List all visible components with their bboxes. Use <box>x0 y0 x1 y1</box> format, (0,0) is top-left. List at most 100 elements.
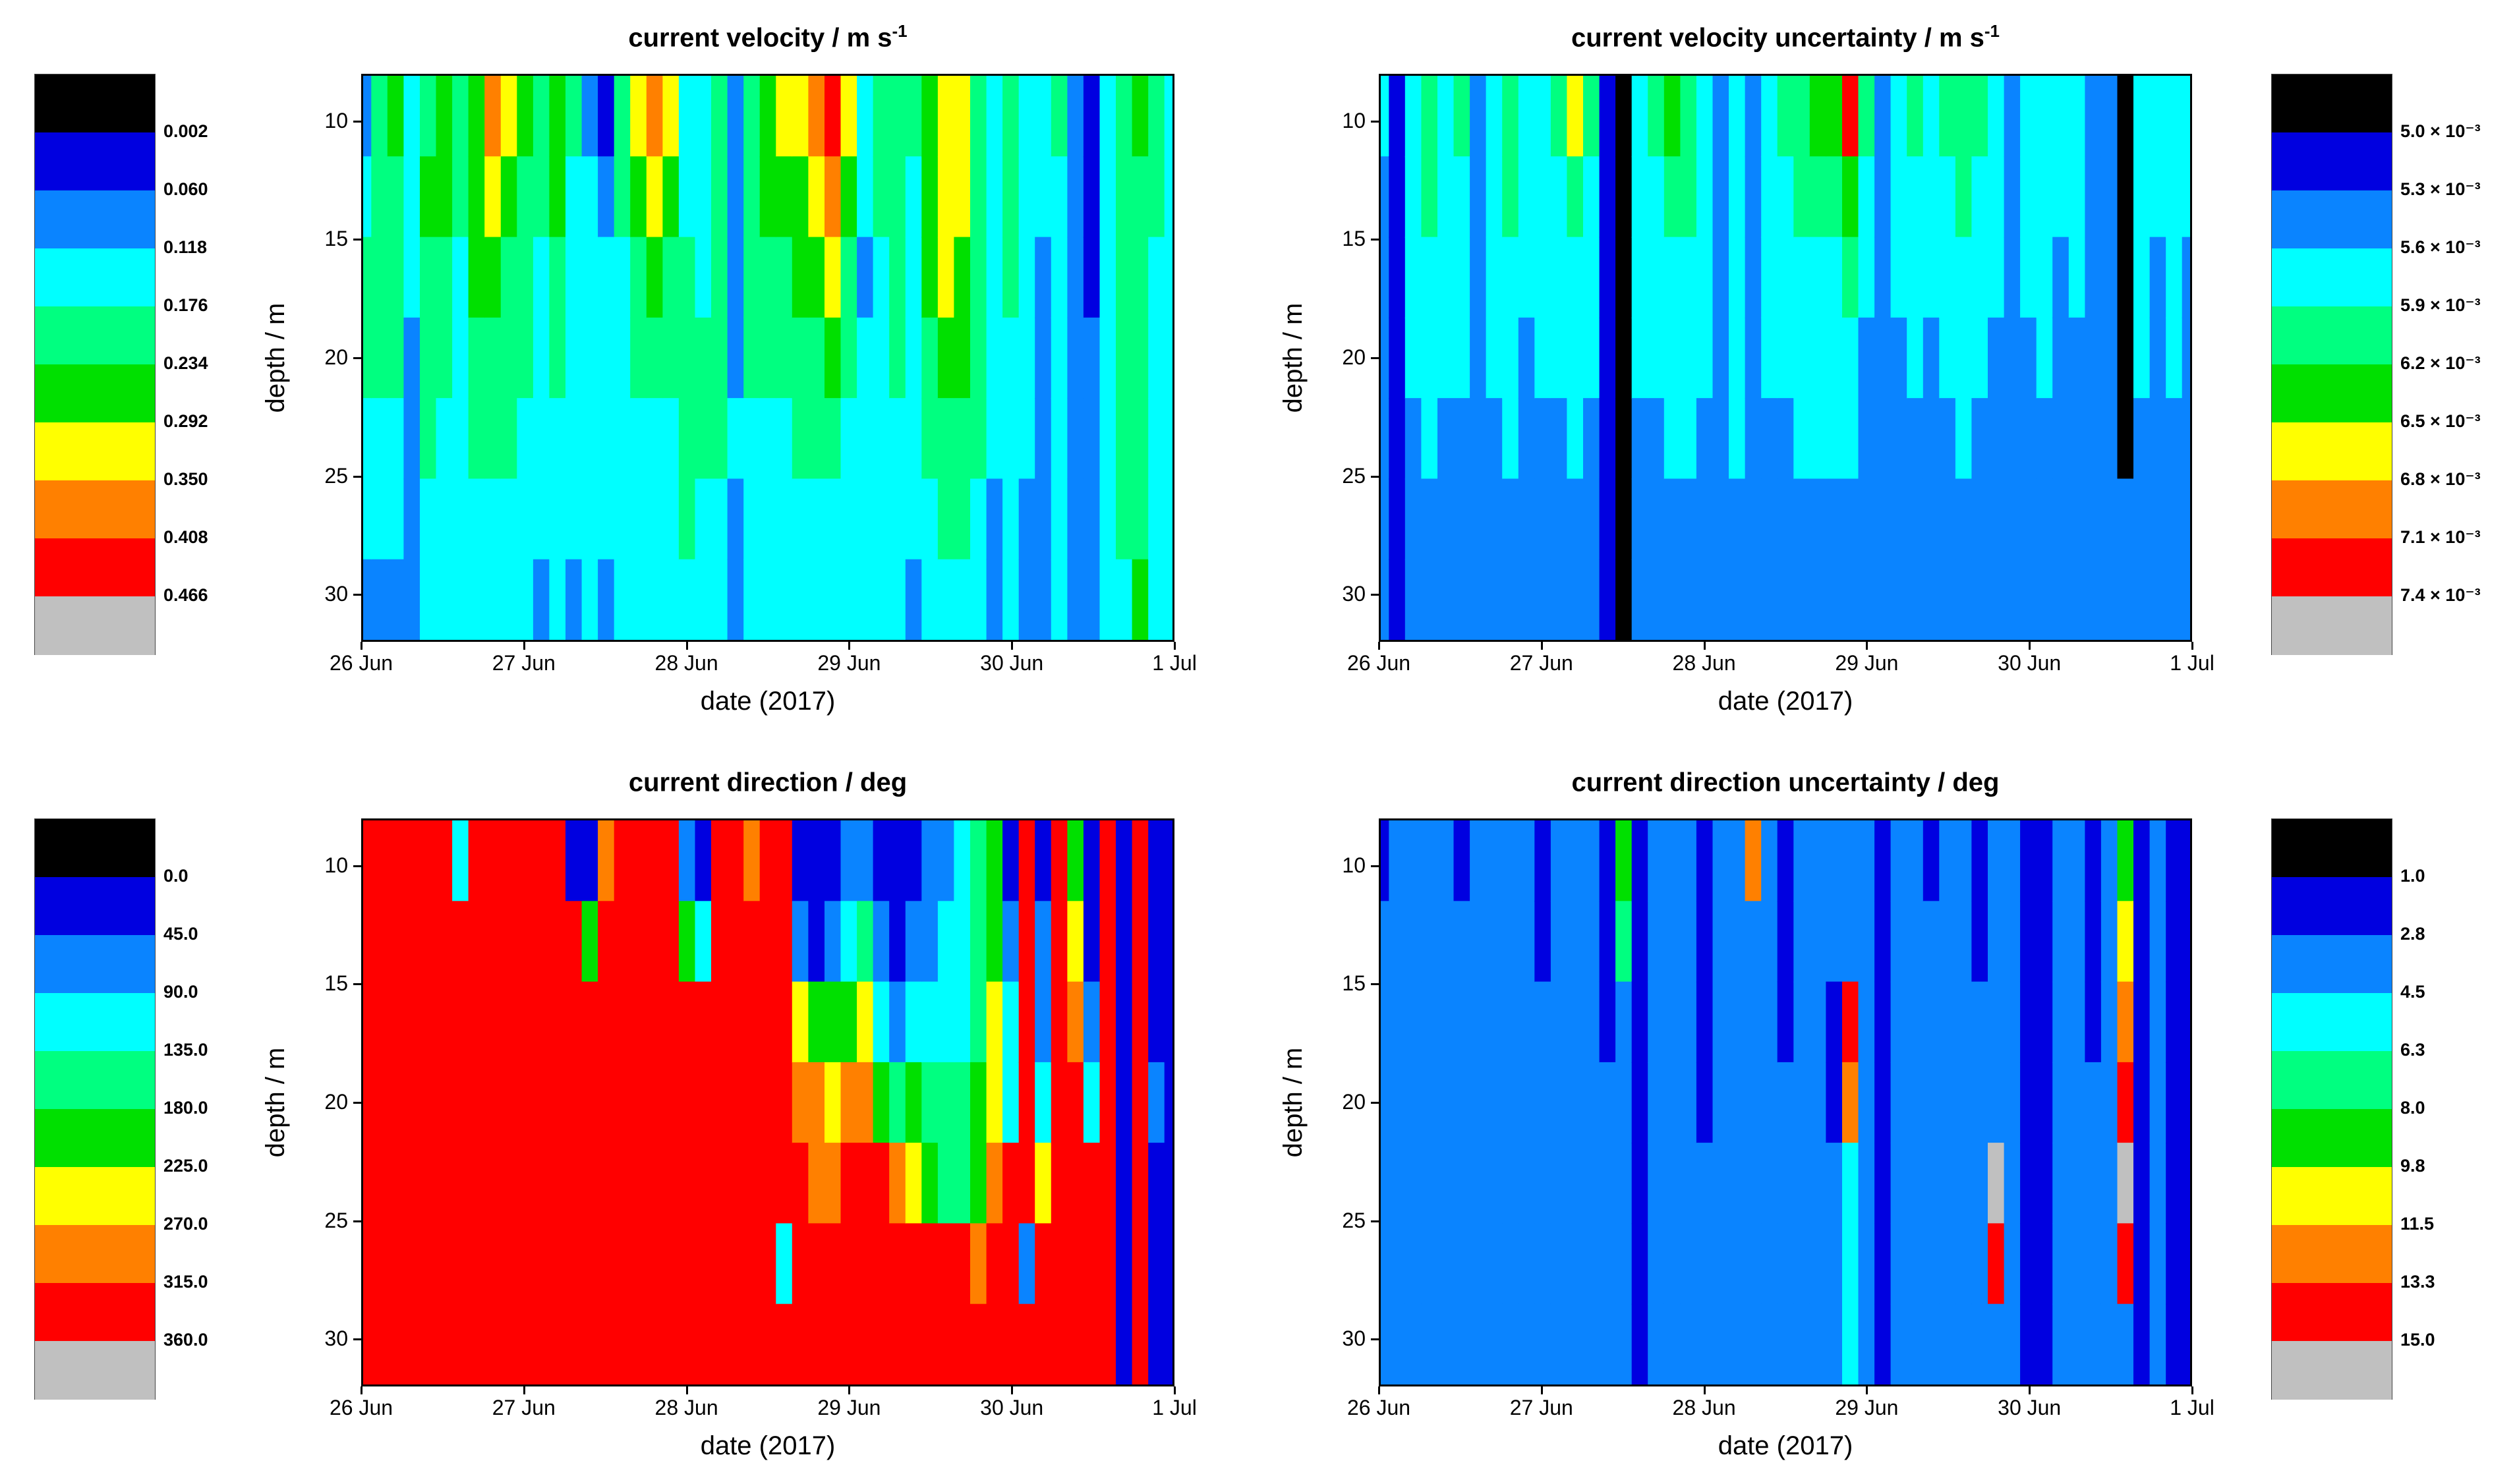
heatmap-cell <box>1745 1062 1762 1144</box>
heatmap-cell <box>1083 317 1101 399</box>
heatmap-cell <box>1550 559 1568 640</box>
heatmap-cell <box>1809 76 1827 157</box>
heatmap-cell <box>1518 820 1536 902</box>
heatmap-cell <box>1842 820 1859 902</box>
heatmap-cell <box>776 1223 793 1305</box>
heatmap-cell <box>1664 981 1681 1063</box>
colorbar-swatch <box>35 1051 155 1110</box>
heatmap-cell <box>500 1143 518 1224</box>
heatmap-cell <box>1793 1143 1810 1224</box>
heatmap-cell <box>2100 317 2118 399</box>
heatmap-cell <box>1761 1223 1778 1305</box>
heatmap-cell <box>759 1303 777 1384</box>
colorbar-label: 0.350 <box>163 469 208 489</box>
heatmap-cell <box>970 156 987 238</box>
heatmap-cell <box>2133 1062 2151 1144</box>
heatmap-cell <box>2036 1143 2054 1224</box>
heatmap-cell <box>1067 1303 1084 1384</box>
heatmap-cell <box>1567 1303 1584 1384</box>
heatmap-cell <box>363 820 372 902</box>
heatmap-cell <box>986 76 1004 157</box>
heatmap-cell <box>1648 1143 1665 1224</box>
heatmap-cell <box>363 76 372 157</box>
heatmap-cell <box>2004 317 2021 399</box>
heatmap-cell <box>921 981 939 1063</box>
heatmap-cell <box>403 398 420 480</box>
heatmap-cell <box>403 1062 420 1144</box>
heatmap-cell <box>776 820 793 902</box>
x-tick-mark <box>1703 642 1706 650</box>
heatmap-cell <box>517 156 534 238</box>
heatmap-cell <box>2166 1303 2183 1384</box>
colorbar-label: 5.0 × 10⁻³ <box>2400 121 2481 141</box>
x-axis-label: date (2017) <box>700 1431 836 1460</box>
heatmap-cell <box>1745 981 1762 1063</box>
heatmap-cell <box>759 901 777 983</box>
heatmap-cell <box>500 1223 518 1305</box>
heatmap-cell <box>1148 156 1165 238</box>
heatmap-cell <box>420 1303 437 1384</box>
heatmap-cell <box>1939 398 1956 480</box>
chart-title-text: current velocity uncertainty / m s <box>1571 23 1984 53</box>
heatmap-cell <box>1842 76 1859 157</box>
heatmap-cell <box>1631 398 1649 480</box>
heatmap-cell <box>2149 317 2167 399</box>
heatmap-cell <box>825 981 842 1063</box>
heatmap-cell <box>2085 1223 2102 1305</box>
heatmap-cell <box>517 820 534 902</box>
heatmap-cell <box>970 317 987 399</box>
heatmap-cell <box>921 559 939 640</box>
y-tick-label: 30 <box>324 1327 348 1351</box>
heatmap-cell <box>695 156 712 238</box>
heatmap-cell <box>1035 478 1052 560</box>
heatmap-cell <box>1988 559 2005 640</box>
heatmap-cell <box>1083 478 1101 560</box>
heatmap-cell <box>792 1143 809 1224</box>
heatmap-cell <box>1486 1303 1503 1384</box>
heatmap-cell <box>484 398 502 480</box>
heatmap-cell <box>1404 156 1422 238</box>
heatmap-cell <box>484 981 502 1063</box>
heatmap-cell <box>1421 820 1438 902</box>
chart-title: current direction / deg <box>361 766 1174 797</box>
heatmap-cell <box>743 820 761 902</box>
heatmap-cell <box>436 76 453 157</box>
heatmap-cell <box>1518 1143 1536 1224</box>
heatmap-cell <box>468 76 486 157</box>
heatmap-cell <box>2133 398 2151 480</box>
heatmap-cell <box>1051 901 1068 983</box>
x-tick-label: 30 Jun <box>1998 651 2062 675</box>
heatmap-cell <box>986 1143 1004 1224</box>
heatmap-cell <box>1404 237 1422 318</box>
heatmap-cell <box>1939 1062 1956 1144</box>
heatmap-cell <box>1116 398 1133 480</box>
heatmap-cell <box>711 1223 728 1305</box>
heatmap-cell <box>581 981 599 1063</box>
heatmap-cell <box>1842 1062 1859 1144</box>
heatmap-cell <box>1534 398 1551 480</box>
heatmap-cell <box>905 559 923 640</box>
colorbar-label: 90.0 <box>163 982 198 1002</box>
heatmap-cell <box>387 981 405 1063</box>
heatmap-cell <box>1083 1303 1101 1384</box>
heatmap-cell <box>905 478 923 560</box>
heatmap-cell <box>808 237 825 318</box>
heatmap-cell <box>2149 156 2167 238</box>
heatmap-cell <box>1874 156 1892 238</box>
heatmap-cell <box>1955 237 1973 318</box>
heatmap-cell <box>1729 901 1746 983</box>
heatmap-cell <box>1971 76 1988 157</box>
y-axis-label: depth / m <box>261 1047 290 1158</box>
heatmap-cell <box>517 478 534 560</box>
heatmap-cell <box>1051 1223 1068 1305</box>
heatmap-cell <box>420 981 437 1063</box>
heatmap-cell <box>2166 398 2183 480</box>
heatmap-cell <box>1712 156 1730 238</box>
heatmap-cell <box>840 1062 858 1144</box>
heatmap-cell <box>468 1143 486 1224</box>
heatmap-cell <box>614 1143 631 1224</box>
heatmap-cell <box>1842 1223 1859 1305</box>
heatmap-cell <box>1729 981 1746 1063</box>
heatmap-cell <box>1680 981 1697 1063</box>
heatmap-cell <box>1583 1143 1600 1224</box>
